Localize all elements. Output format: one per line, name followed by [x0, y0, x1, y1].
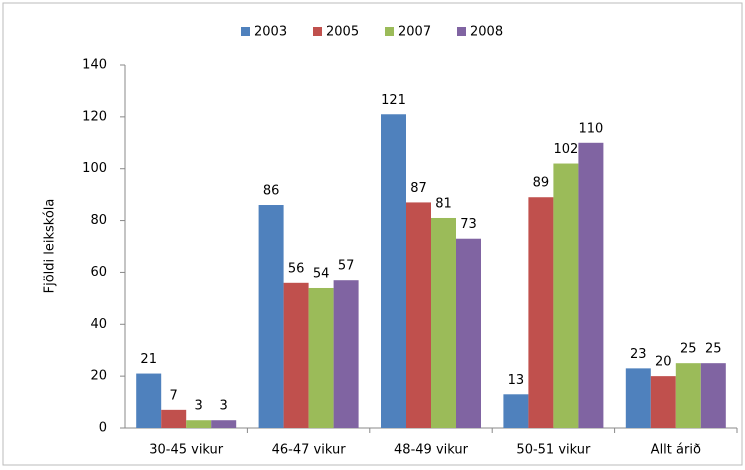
- x-tick-label: 46-47 vikur: [272, 443, 347, 458]
- data-label: 25: [680, 342, 697, 357]
- y-axis-label: Fjöldi leikskóla: [43, 199, 58, 294]
- bar: [553, 163, 579, 428]
- y-tick-label: 120: [82, 109, 107, 124]
- legend-label: 2005: [326, 25, 359, 40]
- data-label: 110: [578, 121, 603, 136]
- bar: [503, 394, 529, 428]
- data-label: 3: [195, 399, 203, 414]
- data-label: 57: [338, 259, 355, 274]
- bar: [136, 373, 162, 428]
- data-label: 56: [288, 261, 305, 276]
- data-label: 73: [460, 217, 477, 232]
- data-label: 7: [170, 388, 178, 403]
- data-label: 13: [508, 373, 525, 388]
- data-label: 3: [220, 399, 228, 414]
- data-label: 81: [435, 196, 452, 211]
- data-label: 54: [313, 266, 330, 281]
- data-label: 21: [140, 352, 157, 367]
- data-label: 25: [705, 342, 722, 357]
- legend-label: 2007: [398, 25, 431, 40]
- x-tick-label: Allt árið: [651, 443, 701, 458]
- data-label: 20: [655, 355, 672, 370]
- bar: [406, 202, 431, 428]
- bar: [700, 363, 726, 428]
- bar: [528, 197, 554, 428]
- bar: [650, 376, 676, 428]
- bar: [211, 420, 237, 428]
- y-tick-label: 0: [99, 421, 107, 436]
- data-label: 86: [263, 184, 280, 199]
- bar: [625, 368, 651, 428]
- bar: [381, 114, 406, 428]
- y-tick-label: 140: [82, 58, 107, 73]
- y-tick-label: 20: [90, 369, 107, 384]
- bar: [333, 280, 359, 428]
- legend-swatch: [457, 27, 466, 36]
- x-tick-label: 30-45 vikur: [149, 443, 224, 458]
- bar: [258, 205, 284, 428]
- y-tick-label: 60: [90, 265, 107, 280]
- x-tick-label: 50-51 vikur: [516, 443, 591, 458]
- data-label: 89: [533, 176, 550, 191]
- legend-swatch: [313, 27, 322, 36]
- data-label: 102: [553, 142, 578, 157]
- bar: [675, 363, 701, 428]
- y-tick-label: 40: [90, 317, 107, 332]
- legend-label: 2003: [254, 25, 287, 40]
- bar: [308, 287, 334, 428]
- x-tick-label: 48-49 vikur: [394, 443, 469, 458]
- data-label: 87: [410, 181, 427, 196]
- bar: [283, 282, 309, 428]
- y-tick-label: 80: [90, 213, 107, 228]
- y-tick-label: 100: [82, 161, 107, 176]
- bar: [431, 217, 456, 428]
- bar: [578, 142, 604, 429]
- bar: [186, 420, 212, 428]
- data-label: 121: [381, 93, 406, 108]
- bar: [456, 238, 481, 428]
- bar: [161, 409, 187, 428]
- legend-swatch: [385, 27, 394, 36]
- data-label: 23: [630, 347, 647, 362]
- legend-label: 2008: [470, 25, 503, 40]
- legend-swatch: [241, 27, 250, 36]
